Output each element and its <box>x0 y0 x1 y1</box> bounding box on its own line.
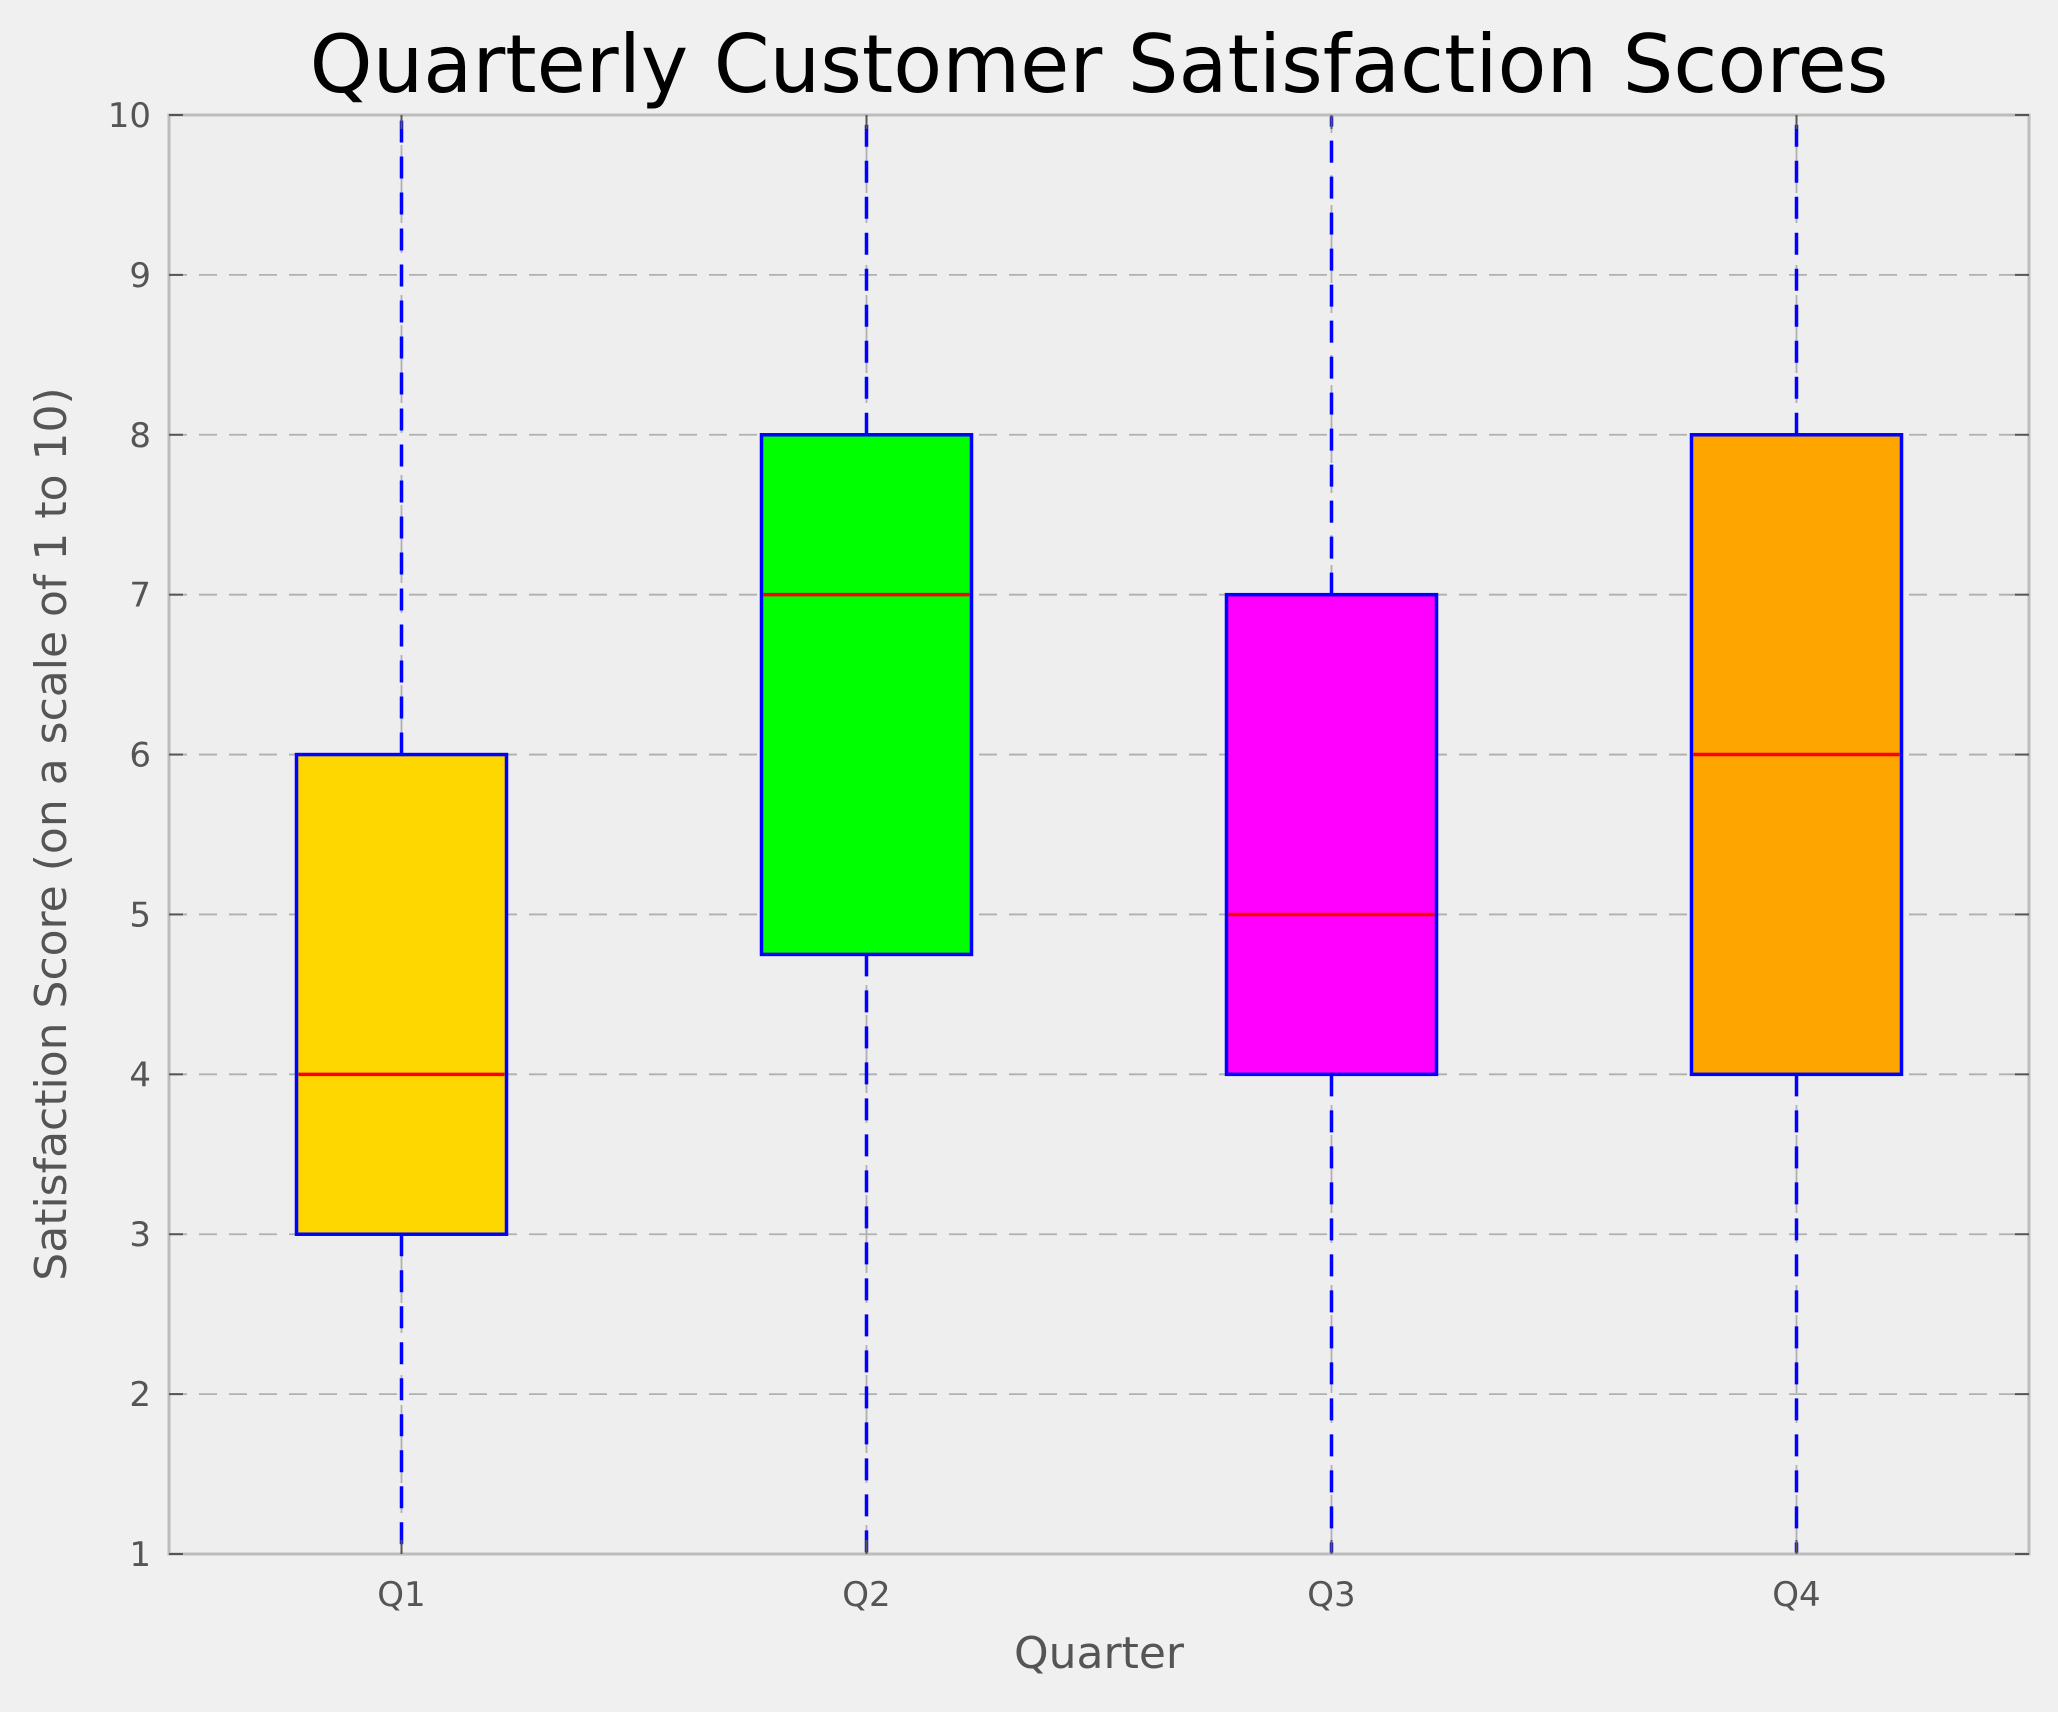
y-tick-label: 5 <box>129 895 151 935</box>
y-tick-label: 6 <box>129 736 151 776</box>
iqr-box <box>759 433 974 957</box>
y-tick-label: 1 <box>129 1535 151 1575</box>
box-q4 <box>1689 113 1904 1556</box>
tick-marks <box>169 114 2029 1555</box>
x-tick-label: Q4 <box>1772 1575 1820 1615</box>
x-tick-labels: Q1 Q2 Q3 Q4 <box>377 1575 1820 1615</box>
iqr-box <box>294 752 509 1236</box>
y-tick-label: 3 <box>129 1215 151 1255</box>
y-axis-label: Satisfaction Score (on a scale of 1 to 1… <box>26 387 77 1280</box>
y-tick-labels: 1 2 3 4 5 6 7 8 9 10 <box>108 96 151 1575</box>
x-tick-label: Q2 <box>842 1575 890 1615</box>
y-tick-label: 9 <box>129 256 151 296</box>
y-tick-label: 8 <box>129 416 151 456</box>
x-tick-label: Q3 <box>1307 1575 1355 1615</box>
plot-frame <box>167 113 2031 1556</box>
chart-title: Quarterly Customer Satisfaction Scores <box>310 18 1889 111</box>
y-tick-label: 2 <box>129 1375 151 1415</box>
iqr-box <box>1224 592 1439 1077</box>
y-tick-label: 10 <box>108 96 151 136</box>
y-tick-label: 7 <box>129 576 151 616</box>
box-q3 <box>1224 113 1439 1556</box>
x-axis-label: Quarter <box>1014 1628 1185 1679</box>
x-tick-label: Q1 <box>377 1575 425 1615</box>
y-tick-label: 4 <box>129 1055 151 1095</box>
